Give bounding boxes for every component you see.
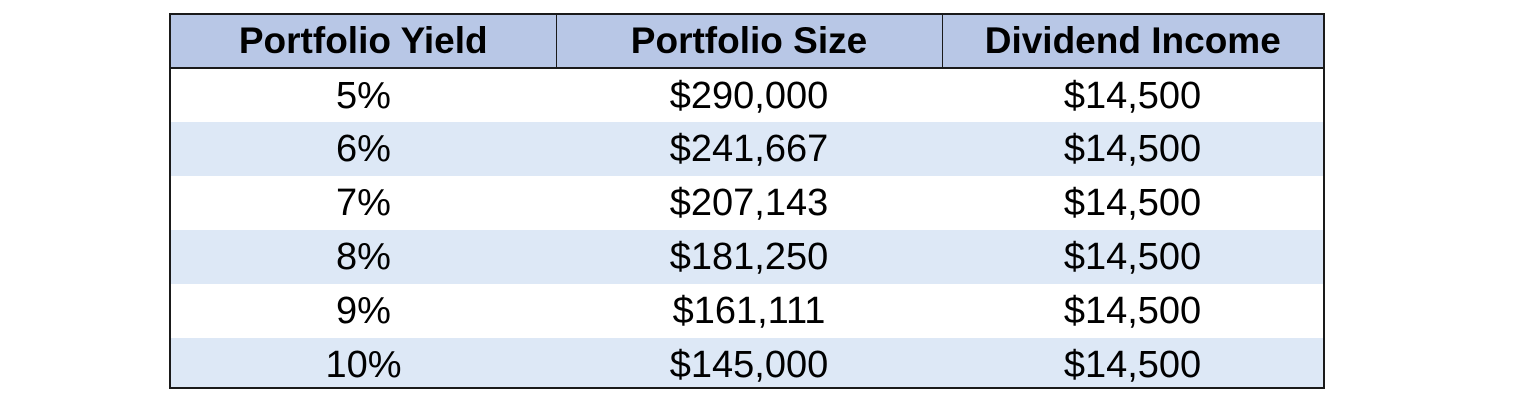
cell-size: $290,000 (669, 74, 829, 117)
cell-income: $14,500 (1063, 344, 1202, 386)
cell-yield: 9% (336, 290, 391, 332)
table-row: 8% $181,250 $14,500 (171, 230, 1323, 284)
cell-yield: 10% (325, 344, 402, 386)
cell-yield: 5% (336, 74, 391, 117)
table-row: 10% $145,000 $14,500 (171, 338, 1323, 387)
header-portfolio-size: Portfolio Size (556, 15, 943, 69)
table-row: 5% $290,000 $14,500 (171, 68, 1323, 122)
cell-size: $145,000 (669, 344, 829, 386)
cell-size: $207,143 (669, 182, 829, 224)
table-row: 7% $207,143 $14,500 (171, 176, 1323, 230)
header-portfolio-yield: Portfolio Yield (171, 15, 557, 69)
cell-income: $14,500 (1063, 74, 1202, 117)
cell-income: $14,500 (1063, 290, 1202, 332)
cell-yield: 6% (336, 128, 391, 170)
cell-size: $161,111 (672, 290, 826, 332)
cell-income: $14,500 (1063, 236, 1202, 278)
header-row: Portfolio Yield Portfolio Size Dividend … (171, 15, 1323, 69)
cell-income: $14,500 (1063, 128, 1202, 170)
data-table: Portfolio Yield Portfolio Size Dividend … (169, 13, 1325, 389)
cell-size: $241,667 (669, 128, 829, 170)
cell-size: $181,250 (669, 236, 829, 278)
cell-yield: 8% (336, 236, 391, 278)
cell-yield: 7% (336, 182, 391, 224)
table-row: 6% $241,667 $14,500 (171, 122, 1323, 176)
header-dividend-income: Dividend Income (942, 15, 1323, 69)
cell-income: $14,500 (1063, 182, 1202, 224)
yield-table: Portfolio Yield Portfolio Size Dividend … (171, 15, 1323, 387)
table-row: 9% $161,111 $14,500 (171, 284, 1323, 338)
